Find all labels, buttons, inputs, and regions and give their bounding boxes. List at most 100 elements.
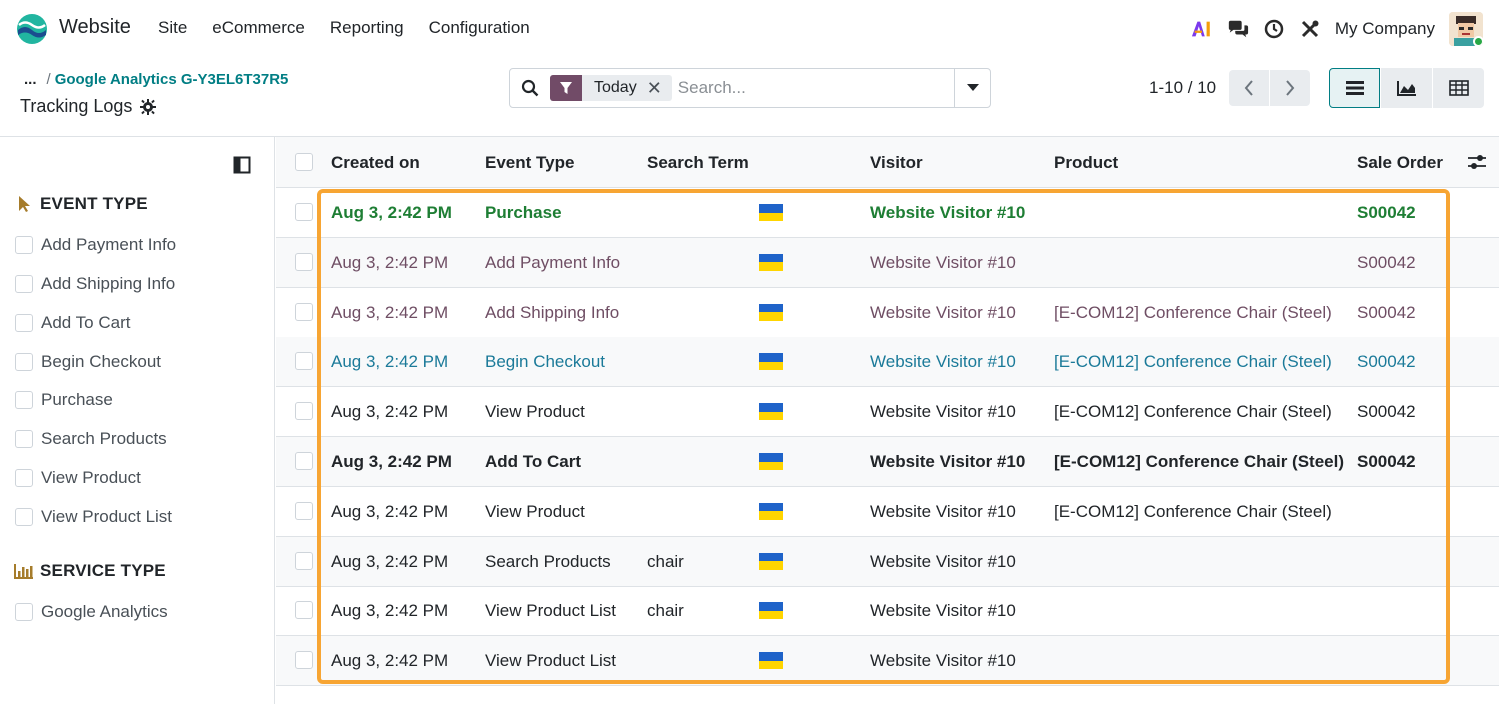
filter-add-payment-info[interactable]: Add Payment Info — [15, 235, 176, 255]
clock-icon[interactable] — [1263, 18, 1285, 40]
row-checkbox[interactable] — [295, 551, 313, 570]
table-row[interactable]: Aug 3, 2:42 PM Begin Checkout Website Visi… — [276, 337, 1499, 388]
pager-previous-button[interactable] — [1229, 70, 1269, 106]
filter-view-product[interactable]: View Product — [15, 468, 141, 488]
pager-value[interactable]: 1-10 / 10 — [1149, 78, 1217, 97]
table-row[interactable]: Aug 3, 2:42 PM View Product List Website V… — [276, 636, 1499, 687]
menu-configuration[interactable]: Configuration — [428, 18, 530, 37]
pivot-view-button[interactable] — [1433, 68, 1484, 108]
menu-site[interactable]: Site — [158, 18, 188, 37]
table-row[interactable]: Aug 3, 2:42 PM Add Shipping Info Website V… — [276, 288, 1499, 338]
column-event-type[interactable]: Event Type — [485, 153, 575, 172]
filter-add-to-cart[interactable]: Add To Cart — [15, 313, 130, 333]
tools-icon[interactable] — [1299, 18, 1321, 40]
table-row[interactable]: Aug 3, 2:42 PM Search Products chair Websit… — [276, 536, 1499, 587]
filter-google-analytics[interactable]: Google Analytics — [15, 602, 168, 622]
filter-label: Add Shipping Info — [41, 274, 176, 293]
checkbox[interactable] — [15, 391, 33, 409]
top-navbar: Website Site eCommerce Reporting Configu… — [0, 0, 1499, 58]
table-row[interactable]: Aug 3, 2:42 PM View Product Website Visito… — [276, 387, 1499, 438]
checkbox[interactable] — [15, 508, 33, 526]
breadcrumb-ellipsis[interactable]: ... — [24, 71, 37, 88]
app-name[interactable]: Website — [59, 16, 131, 38]
row-checkbox[interactable] — [295, 402, 313, 421]
search-icon[interactable] — [510, 69, 550, 107]
checkbox[interactable] — [15, 314, 33, 332]
sidebar-toggle-icon[interactable] — [233, 156, 251, 174]
checkbox[interactable] — [15, 469, 33, 487]
table-icon — [1448, 80, 1469, 96]
cell-visitor: Website Visitor #10 — [870, 551, 1016, 571]
search-options-toggle[interactable] — [954, 69, 990, 107]
cell-sale-order: S00042 — [1357, 203, 1416, 222]
pager-next-button[interactable] — [1270, 70, 1310, 106]
gear-icon[interactable] — [140, 98, 157, 115]
search-facet-filter[interactable]: Today ✕ — [550, 75, 672, 101]
filter-begin-checkout[interactable]: Begin Checkout — [15, 352, 161, 372]
optional-columns-icon[interactable] — [1467, 153, 1487, 171]
row-checkbox[interactable] — [295, 651, 313, 670]
row-checkbox[interactable] — [295, 501, 313, 520]
select-all-checkbox[interactable] — [295, 153, 313, 171]
cell-event-type: Add To Cart — [485, 452, 582, 471]
menu-ecommerce[interactable]: eCommerce — [212, 18, 305, 37]
ai-icon[interactable] — [1191, 18, 1213, 40]
checkbox[interactable] — [15, 430, 33, 448]
table-row[interactable]: Aug 3, 2:42 PM View Product Website Visito… — [276, 487, 1499, 537]
column-created-on[interactable]: Created on — [331, 153, 420, 172]
table-row[interactable]: Aug 3, 2:42 PM Add To Cart Website Visitor… — [276, 437, 1499, 487]
cell-visitor: Website Visitor #10 — [870, 302, 1016, 322]
column-product[interactable]: Product — [1054, 153, 1119, 172]
column-sale-order[interactable]: Sale Order — [1357, 153, 1443, 172]
column-visitor[interactable]: Visitor — [870, 153, 923, 172]
column-search-term[interactable]: Search Term — [647, 153, 749, 172]
company-switcher[interactable]: My Company — [1334, 19, 1435, 38]
ukraine-flag-icon — [759, 502, 783, 520]
chevron-right-icon — [1286, 80, 1295, 96]
menu-reporting[interactable]: Reporting — [329, 18, 404, 37]
row-checkbox[interactable] — [295, 252, 313, 271]
cell-sale-order: S00042 — [1357, 302, 1416, 322]
ukraine-flag-icon — [759, 353, 783, 371]
filter-search-products[interactable]: Search Products — [15, 429, 167, 449]
checkbox[interactable] — [15, 236, 33, 254]
service-type-label: SERVICE TYPE — [40, 561, 166, 580]
cell-visitor: Website Visitor #10 — [870, 651, 1016, 671]
cell-visitor: Website Visitor #10 — [870, 203, 1026, 222]
checkbox[interactable] — [15, 353, 33, 371]
cell-created-on: Aug 3, 2:42 PM — [331, 252, 449, 272]
cell-product: [E-COM12] Conference Chair (Steel) — [1054, 302, 1332, 322]
search-input[interactable] — [677, 78, 938, 98]
filter-add-shipping-info[interactable]: Add Shipping Info — [15, 274, 175, 294]
filter-view-product-list[interactable]: View Product List — [15, 507, 172, 527]
table-row[interactable]: Aug 3, 2:42 PM Add Payment Info Website Vi… — [276, 237, 1499, 288]
facet-remove-icon[interactable]: ✕ — [646, 77, 662, 98]
checkbox[interactable] — [15, 603, 33, 621]
cell-event-type: Add Shipping Info — [485, 302, 620, 322]
row-checkbox[interactable] — [295, 302, 313, 321]
user-avatar[interactable] — [1449, 12, 1483, 46]
caret-down-icon — [966, 84, 979, 91]
cell-visitor: Website Visitor #10 — [870, 452, 1026, 471]
website-app-icon[interactable] — [16, 13, 48, 45]
row-checkbox[interactable] — [295, 601, 313, 620]
breadcrumb-parent-link[interactable]: Google Analytics G-Y3EL6T37R5 — [54, 71, 289, 88]
cell-visitor: Website Visitor #10 — [870, 601, 1016, 621]
row-checkbox[interactable] — [295, 352, 313, 371]
chevron-left-icon — [1244, 80, 1253, 96]
list-view-button[interactable] — [1329, 68, 1380, 108]
cell-search-term: chair — [647, 551, 684, 571]
row-checkbox[interactable] — [295, 452, 313, 470]
cell-created-on: Aug 3, 2:42 PM — [331, 203, 452, 222]
table-row[interactable]: Aug 3, 2:42 PM View Product List chair Webs… — [276, 586, 1499, 637]
checkbox[interactable] — [15, 275, 33, 293]
table-row[interactable]: Aug 3, 2:42 PM Purchase Website Visitor #1… — [276, 188, 1499, 238]
cell-created-on: Aug 3, 2:42 PM — [331, 452, 452, 471]
cell-created-on: Aug 3, 2:42 PM — [331, 601, 449, 621]
filter-label: Purchase — [41, 390, 113, 409]
filter-purchase[interactable]: Purchase — [15, 390, 113, 410]
row-checkbox[interactable] — [295, 203, 313, 221]
ukraine-flag-icon — [759, 204, 783, 221]
chat-icon[interactable] — [1227, 18, 1249, 40]
graph-view-button[interactable] — [1381, 68, 1432, 108]
